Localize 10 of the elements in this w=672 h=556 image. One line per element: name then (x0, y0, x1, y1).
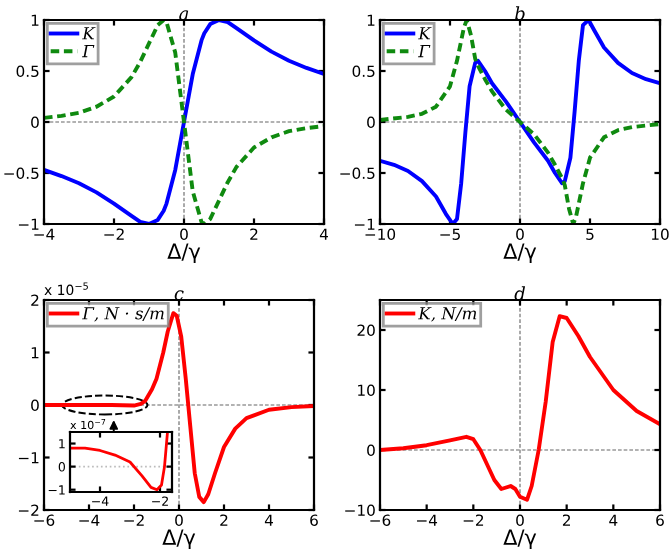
legend-label: K, N/m (418, 307, 477, 322)
legend-label: K (418, 27, 432, 40)
x-axis-title: Δ/γ (167, 243, 201, 264)
legend-label: Γ, N · s/m (82, 307, 164, 322)
x-axis-title: Δ/γ (162, 529, 196, 550)
x-axis-title: Δ/γ (503, 243, 537, 264)
legend-label: Γ (418, 44, 431, 58)
x-axis-title: Δ/γ (503, 529, 537, 550)
legend-label: K (82, 27, 96, 40)
legend-label: Γ (82, 44, 95, 58)
